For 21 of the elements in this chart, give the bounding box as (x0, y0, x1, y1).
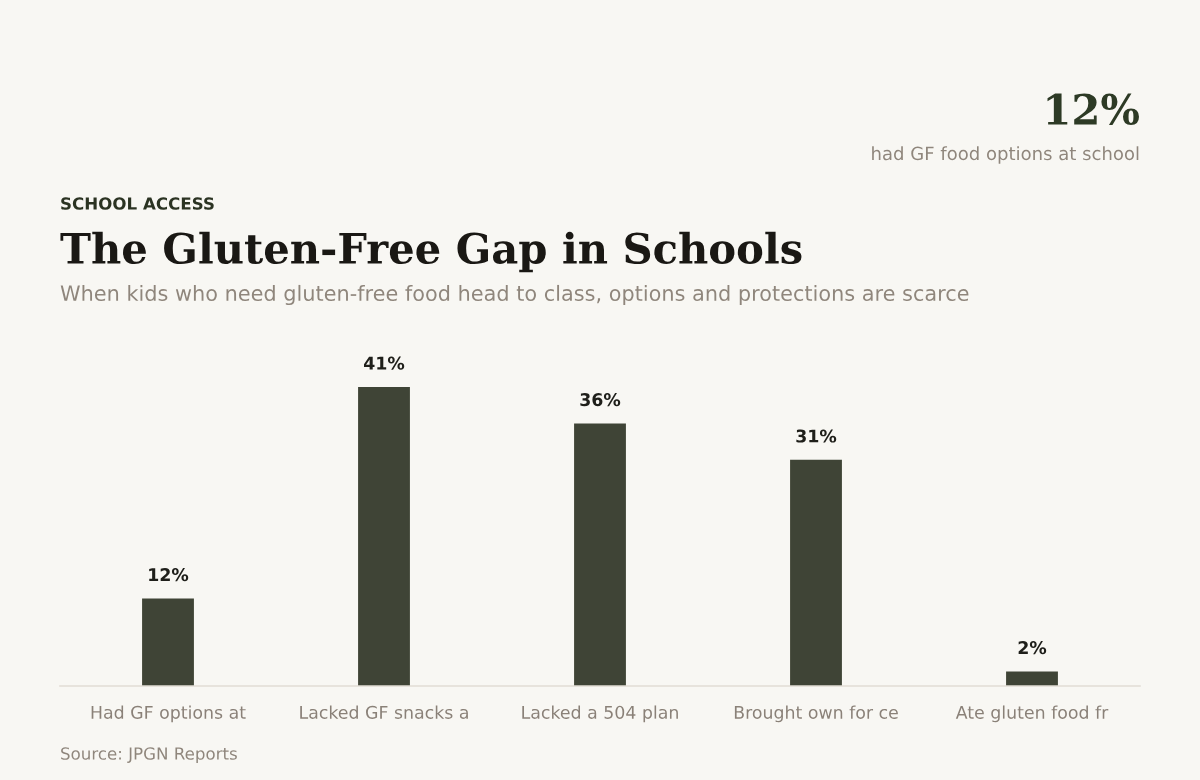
x-tick-label: Lacked a 504 plan (522, 705, 678, 723)
bar (1006, 671, 1058, 686)
source-note: Source: JPGN Reports (61, 747, 237, 764)
text: 12% (1047, 93, 1139, 126)
x-tick-label: Lacked GF snacks a (300, 705, 468, 719)
x-tick-label: Ate gluten food fr (955, 705, 1109, 723)
data-label: 2% (1018, 641, 1047, 655)
chart-subtitle: When kids who need gluten-free food head to class, options and protections are scarce (60, 284, 969, 306)
data-label: 12% (149, 568, 189, 582)
text: SCHOOL ACCESS (61, 197, 214, 210)
bar (142, 598, 194, 686)
x-tick-label: Brought own for ce (734, 705, 898, 723)
data-label: 31% (796, 429, 837, 443)
chart-title: The Gluten-Free Gap in Schools (60, 231, 802, 273)
bar (358, 386, 410, 686)
data-label: 41% (364, 356, 405, 370)
x-tick-label: Had GF options at (91, 705, 246, 723)
data-label: 36% (580, 393, 621, 407)
bar (574, 423, 626, 686)
text: had GF food options at school (872, 146, 1139, 164)
bar (790, 459, 842, 686)
